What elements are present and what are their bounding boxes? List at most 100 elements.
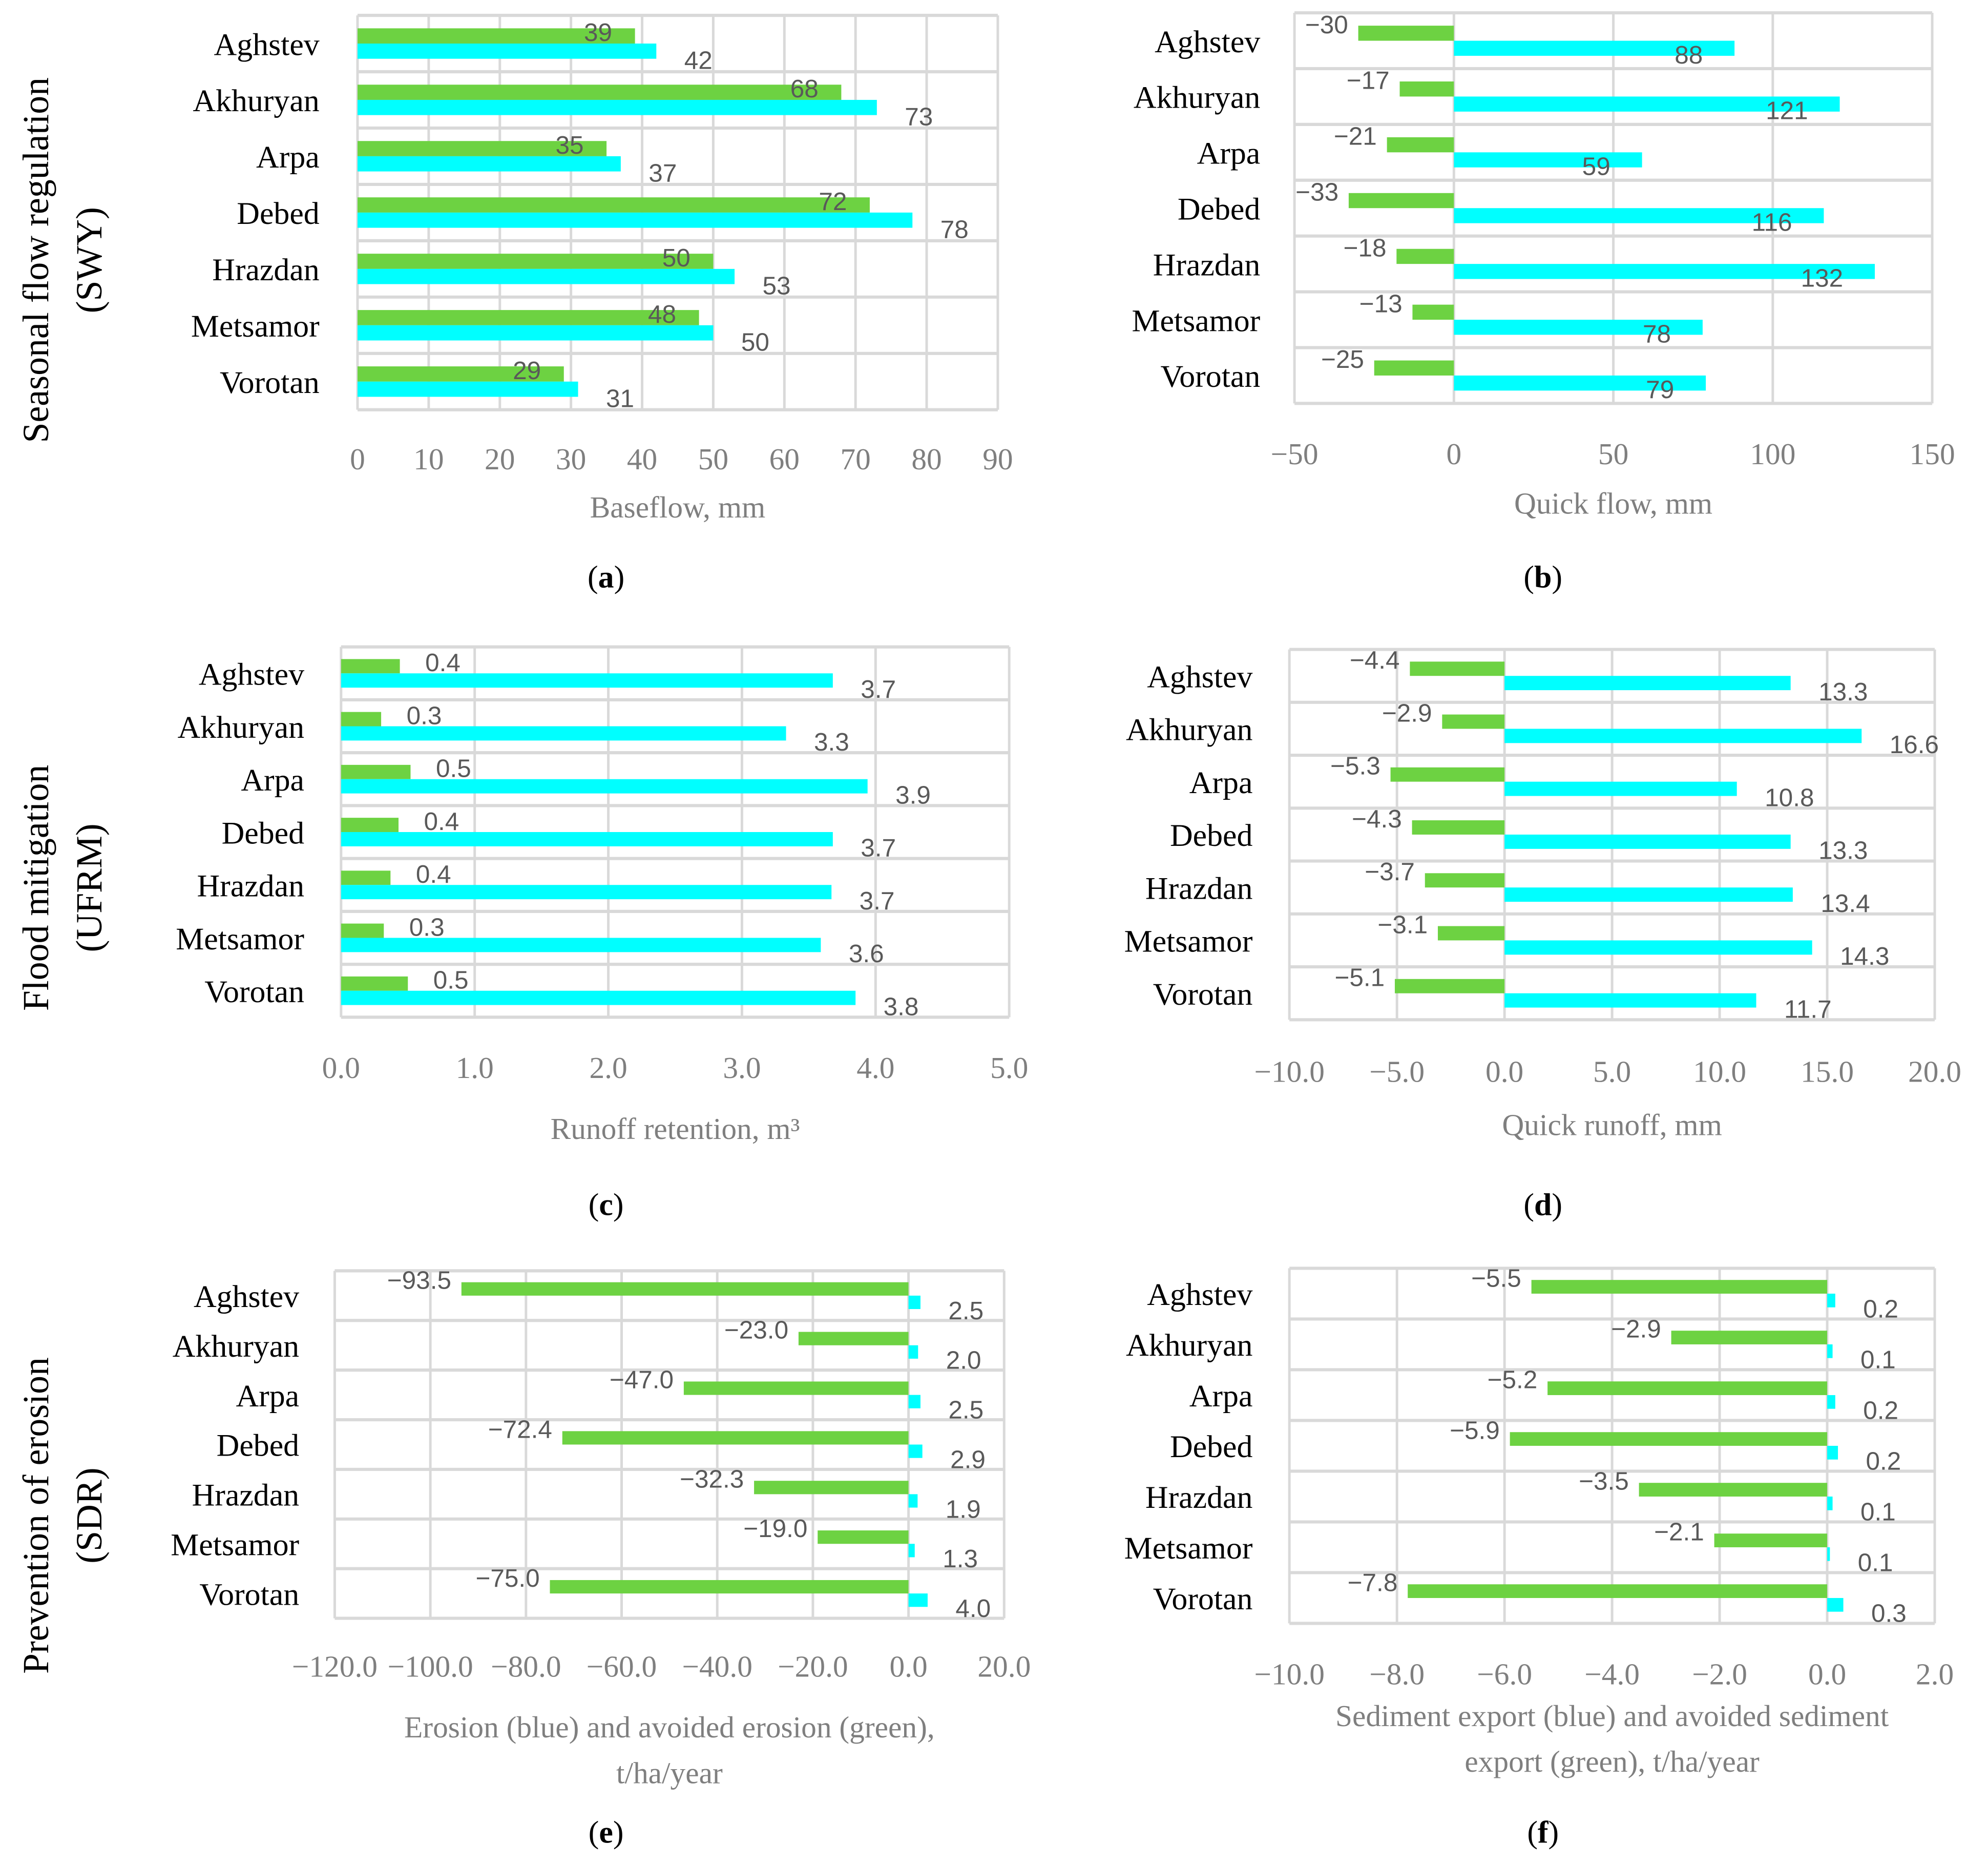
x-tick-label: 70: [840, 442, 870, 476]
category-label: Hrazdan: [1145, 871, 1253, 906]
bar-baseline: [341, 726, 786, 741]
data-label-baseline: 13.3: [1818, 678, 1868, 706]
data-label-avoided: −4.3: [1352, 805, 1402, 833]
data-label-avoided: 35: [555, 131, 583, 159]
x-tick-label: 60: [769, 442, 800, 476]
data-label-baseline: 121: [1766, 97, 1808, 125]
bar-avoided: [341, 818, 399, 832]
bar-baseline: [1454, 96, 1840, 112]
x-tick-label: 0: [350, 442, 365, 476]
data-label-baseline: 53: [763, 272, 791, 300]
bar-baseline: [908, 1544, 915, 1558]
x-tick-label: −2.0: [1692, 1657, 1747, 1691]
data-label-avoided: −5.2: [1488, 1366, 1538, 1394]
data-label-baseline: 78: [1643, 320, 1671, 348]
data-label-baseline: 88: [1675, 41, 1703, 69]
data-label-avoided: −4.4: [1350, 646, 1400, 674]
data-label-baseline: 0.2: [1866, 1447, 1901, 1475]
data-label-baseline: 0.2: [1863, 1396, 1898, 1424]
x-tick-label: 10.0: [1693, 1055, 1746, 1089]
bar-avoided: [341, 870, 391, 885]
data-label-avoided: 0.3: [407, 701, 442, 730]
x-tick-label: −20.0: [778, 1649, 848, 1683]
data-label-avoided: −5.9: [1450, 1417, 1500, 1445]
x-axis-label: Baseflow, mm: [590, 490, 766, 524]
bar-baseline: [357, 156, 621, 172]
data-label-baseline: 4.0: [955, 1594, 991, 1623]
x-tick-label: 2.0: [589, 1051, 627, 1085]
bar-avoided: [357, 197, 870, 213]
category-label: Arpa: [236, 1379, 299, 1414]
row-label-line2: (SWY): [69, 207, 110, 313]
x-tick-label: −4.0: [1584, 1657, 1640, 1691]
bar-baseline: [1454, 152, 1642, 168]
panel-caption: (b): [1523, 559, 1562, 594]
x-axis-label: t/ha/year: [616, 1756, 723, 1790]
data-label-baseline: 10.8: [1765, 783, 1814, 812]
category-label: Aghstev: [1147, 1277, 1252, 1312]
data-label-baseline: 2.9: [950, 1445, 986, 1474]
data-label-baseline: 3.7: [861, 834, 896, 862]
bar-baseline: [1504, 676, 1791, 691]
bar-avoided: [818, 1530, 909, 1544]
bar-baseline: [357, 381, 578, 397]
data-label-baseline: 1.9: [946, 1495, 981, 1523]
data-label-avoided: −5.5: [1471, 1264, 1521, 1293]
data-label-baseline: 16.6: [1890, 731, 1939, 759]
bar-baseline: [357, 99, 877, 115]
data-label-avoided: −93.5: [387, 1267, 451, 1295]
bar-baseline: [1504, 781, 1737, 796]
bar-baseline: [1454, 375, 1706, 391]
bar-avoided: [341, 923, 384, 938]
x-tick-label: 5.0: [1593, 1055, 1631, 1089]
category-label: Debed: [237, 196, 320, 231]
data-label-baseline: 42: [684, 46, 713, 74]
bar-baseline: [1504, 834, 1791, 849]
row-label-line1: Seasonal flow regulation: [15, 77, 56, 443]
x-tick-label: 0.0: [889, 1649, 927, 1683]
category-label: Metsamor: [176, 922, 304, 957]
category-label: Metsamor: [171, 1528, 299, 1563]
bar-baseline: [357, 268, 735, 284]
category-label: Debed: [1170, 1429, 1253, 1464]
panel-caption: (e): [589, 1815, 624, 1850]
bar-avoided: [1437, 926, 1505, 941]
data-label-baseline: 3.6: [849, 940, 884, 968]
category-label: Vorotan: [204, 974, 304, 1009]
x-tick-label: 100: [1750, 437, 1795, 471]
data-label-avoided: −72.4: [488, 1415, 552, 1443]
x-tick-label: 20.0: [977, 1649, 1031, 1683]
category-label: Arpa: [256, 140, 320, 175]
bar-avoided: [1399, 81, 1454, 97]
bar-baseline: [341, 990, 856, 1005]
data-label-baseline: 0.1: [1860, 1345, 1896, 1374]
x-tick-label: 0.0: [1485, 1055, 1523, 1089]
bar-baseline: [1454, 264, 1875, 279]
bar-baseline: [1454, 320, 1703, 335]
data-label-avoided: −18: [1344, 234, 1387, 262]
x-tick-label: −5.0: [1369, 1055, 1425, 1089]
data-label-avoided: −5.1: [1334, 964, 1385, 992]
bar-avoided: [1639, 1483, 1828, 1497]
bar-baseline: [1827, 1496, 1833, 1510]
bar-baseline: [357, 212, 913, 228]
bar-avoided: [341, 712, 382, 727]
category-label: Akhuryan: [1134, 80, 1260, 115]
bar-avoided: [357, 141, 607, 156]
bar-avoided: [1387, 137, 1454, 153]
category-label: Aghstev: [194, 1279, 299, 1314]
bar-avoided: [1390, 767, 1505, 782]
category-label: Aghstev: [199, 657, 304, 692]
bar-baseline: [1504, 940, 1812, 955]
x-tick-label: 50: [1598, 437, 1628, 471]
data-label-avoided: 0.5: [436, 755, 471, 783]
data-label-avoided: −3.7: [1365, 858, 1415, 886]
row-label-line2: (UFRM): [69, 823, 110, 952]
category-label: Metsamor: [1124, 924, 1253, 959]
data-label-avoided: −3.5: [1579, 1467, 1629, 1496]
category-label: Metsamor: [1124, 1531, 1253, 1566]
bar-baseline: [1454, 40, 1735, 56]
bar-baseline: [1827, 1344, 1833, 1358]
category-label: Aghstev: [1147, 659, 1252, 694]
data-label-baseline: 37: [648, 159, 677, 187]
